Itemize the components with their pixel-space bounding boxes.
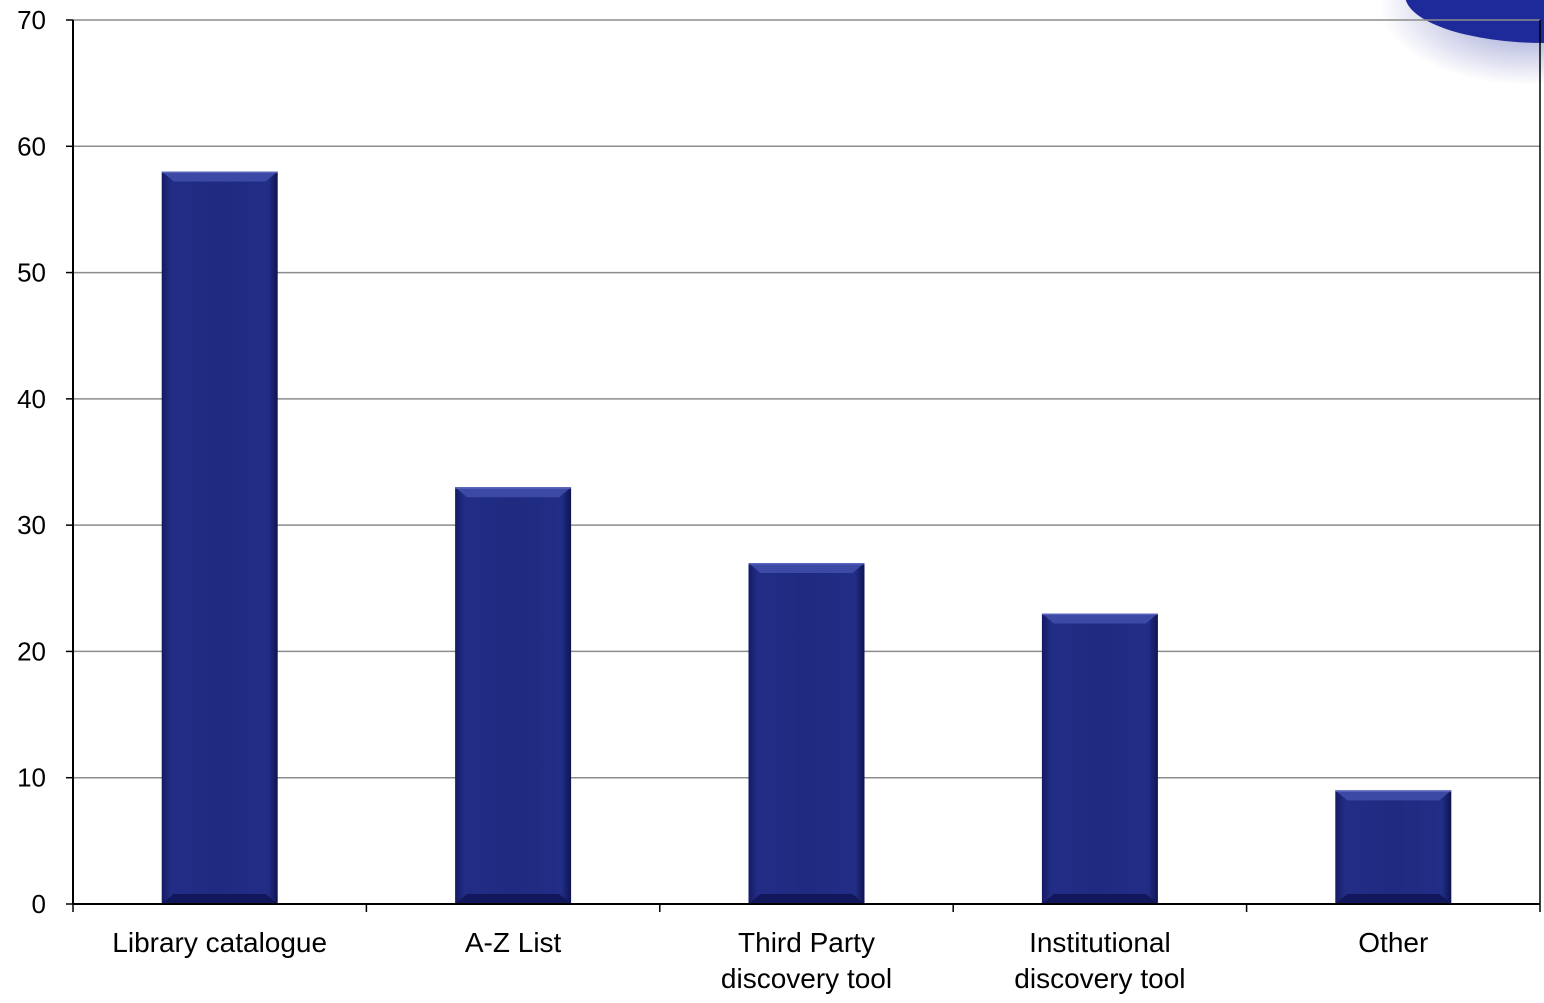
bars: [161, 171, 1452, 905]
bar: [1041, 613, 1158, 904]
bar-bevel-top: [748, 563, 865, 574]
x-tick-label: Third Party discovery tool: [721, 927, 892, 994]
x-tick-label: Library catalogue: [112, 927, 327, 958]
bar-body: [161, 171, 278, 905]
bar: [748, 563, 865, 904]
bar-body: [748, 563, 865, 904]
bar-bevel-bottom: [748, 894, 865, 904]
x-tick-label: Other: [1358, 927, 1428, 958]
y-tick-label: 40: [17, 384, 46, 414]
bar-bevel-top: [1335, 790, 1452, 801]
bar-bevel-bottom: [1041, 894, 1158, 904]
bar-bevel-bottom: [161, 894, 278, 904]
bar-body: [455, 487, 572, 904]
bar: [161, 171, 278, 905]
bar-bevel-bottom: [455, 894, 572, 904]
x-tick-label: Institutional discovery tool: [1014, 927, 1185, 994]
bar-bevel-top: [455, 487, 572, 498]
bar-bevel-top: [161, 171, 278, 182]
y-tick-label: 0: [32, 889, 46, 919]
bar-body: [1041, 613, 1158, 904]
bar: [1335, 790, 1452, 904]
bar-bevel-bottom: [1335, 894, 1452, 904]
corner-decoration: [1380, 0, 1544, 85]
y-tick-label: 50: [17, 258, 46, 288]
y-tick-label: 60: [17, 131, 46, 161]
y-tick-label: 10: [17, 763, 46, 793]
x-tick-label: A-Z List: [465, 927, 562, 958]
x-tick-labels: Library catalogue A-Z List Third Party disc…: [112, 927, 1428, 994]
y-tick-label: 30: [17, 510, 46, 540]
bar-body: [1335, 790, 1452, 904]
y-tick-label: 70: [17, 5, 46, 35]
axes: [66, 19, 1541, 912]
bar: [455, 487, 572, 904]
y-tick-labels: 0 10 20 30 40 50 60 70: [17, 5, 46, 919]
corner-disc: [1405, 0, 1544, 43]
bar-bevel-top: [1041, 613, 1158, 624]
y-tick-label: 20: [17, 636, 46, 666]
